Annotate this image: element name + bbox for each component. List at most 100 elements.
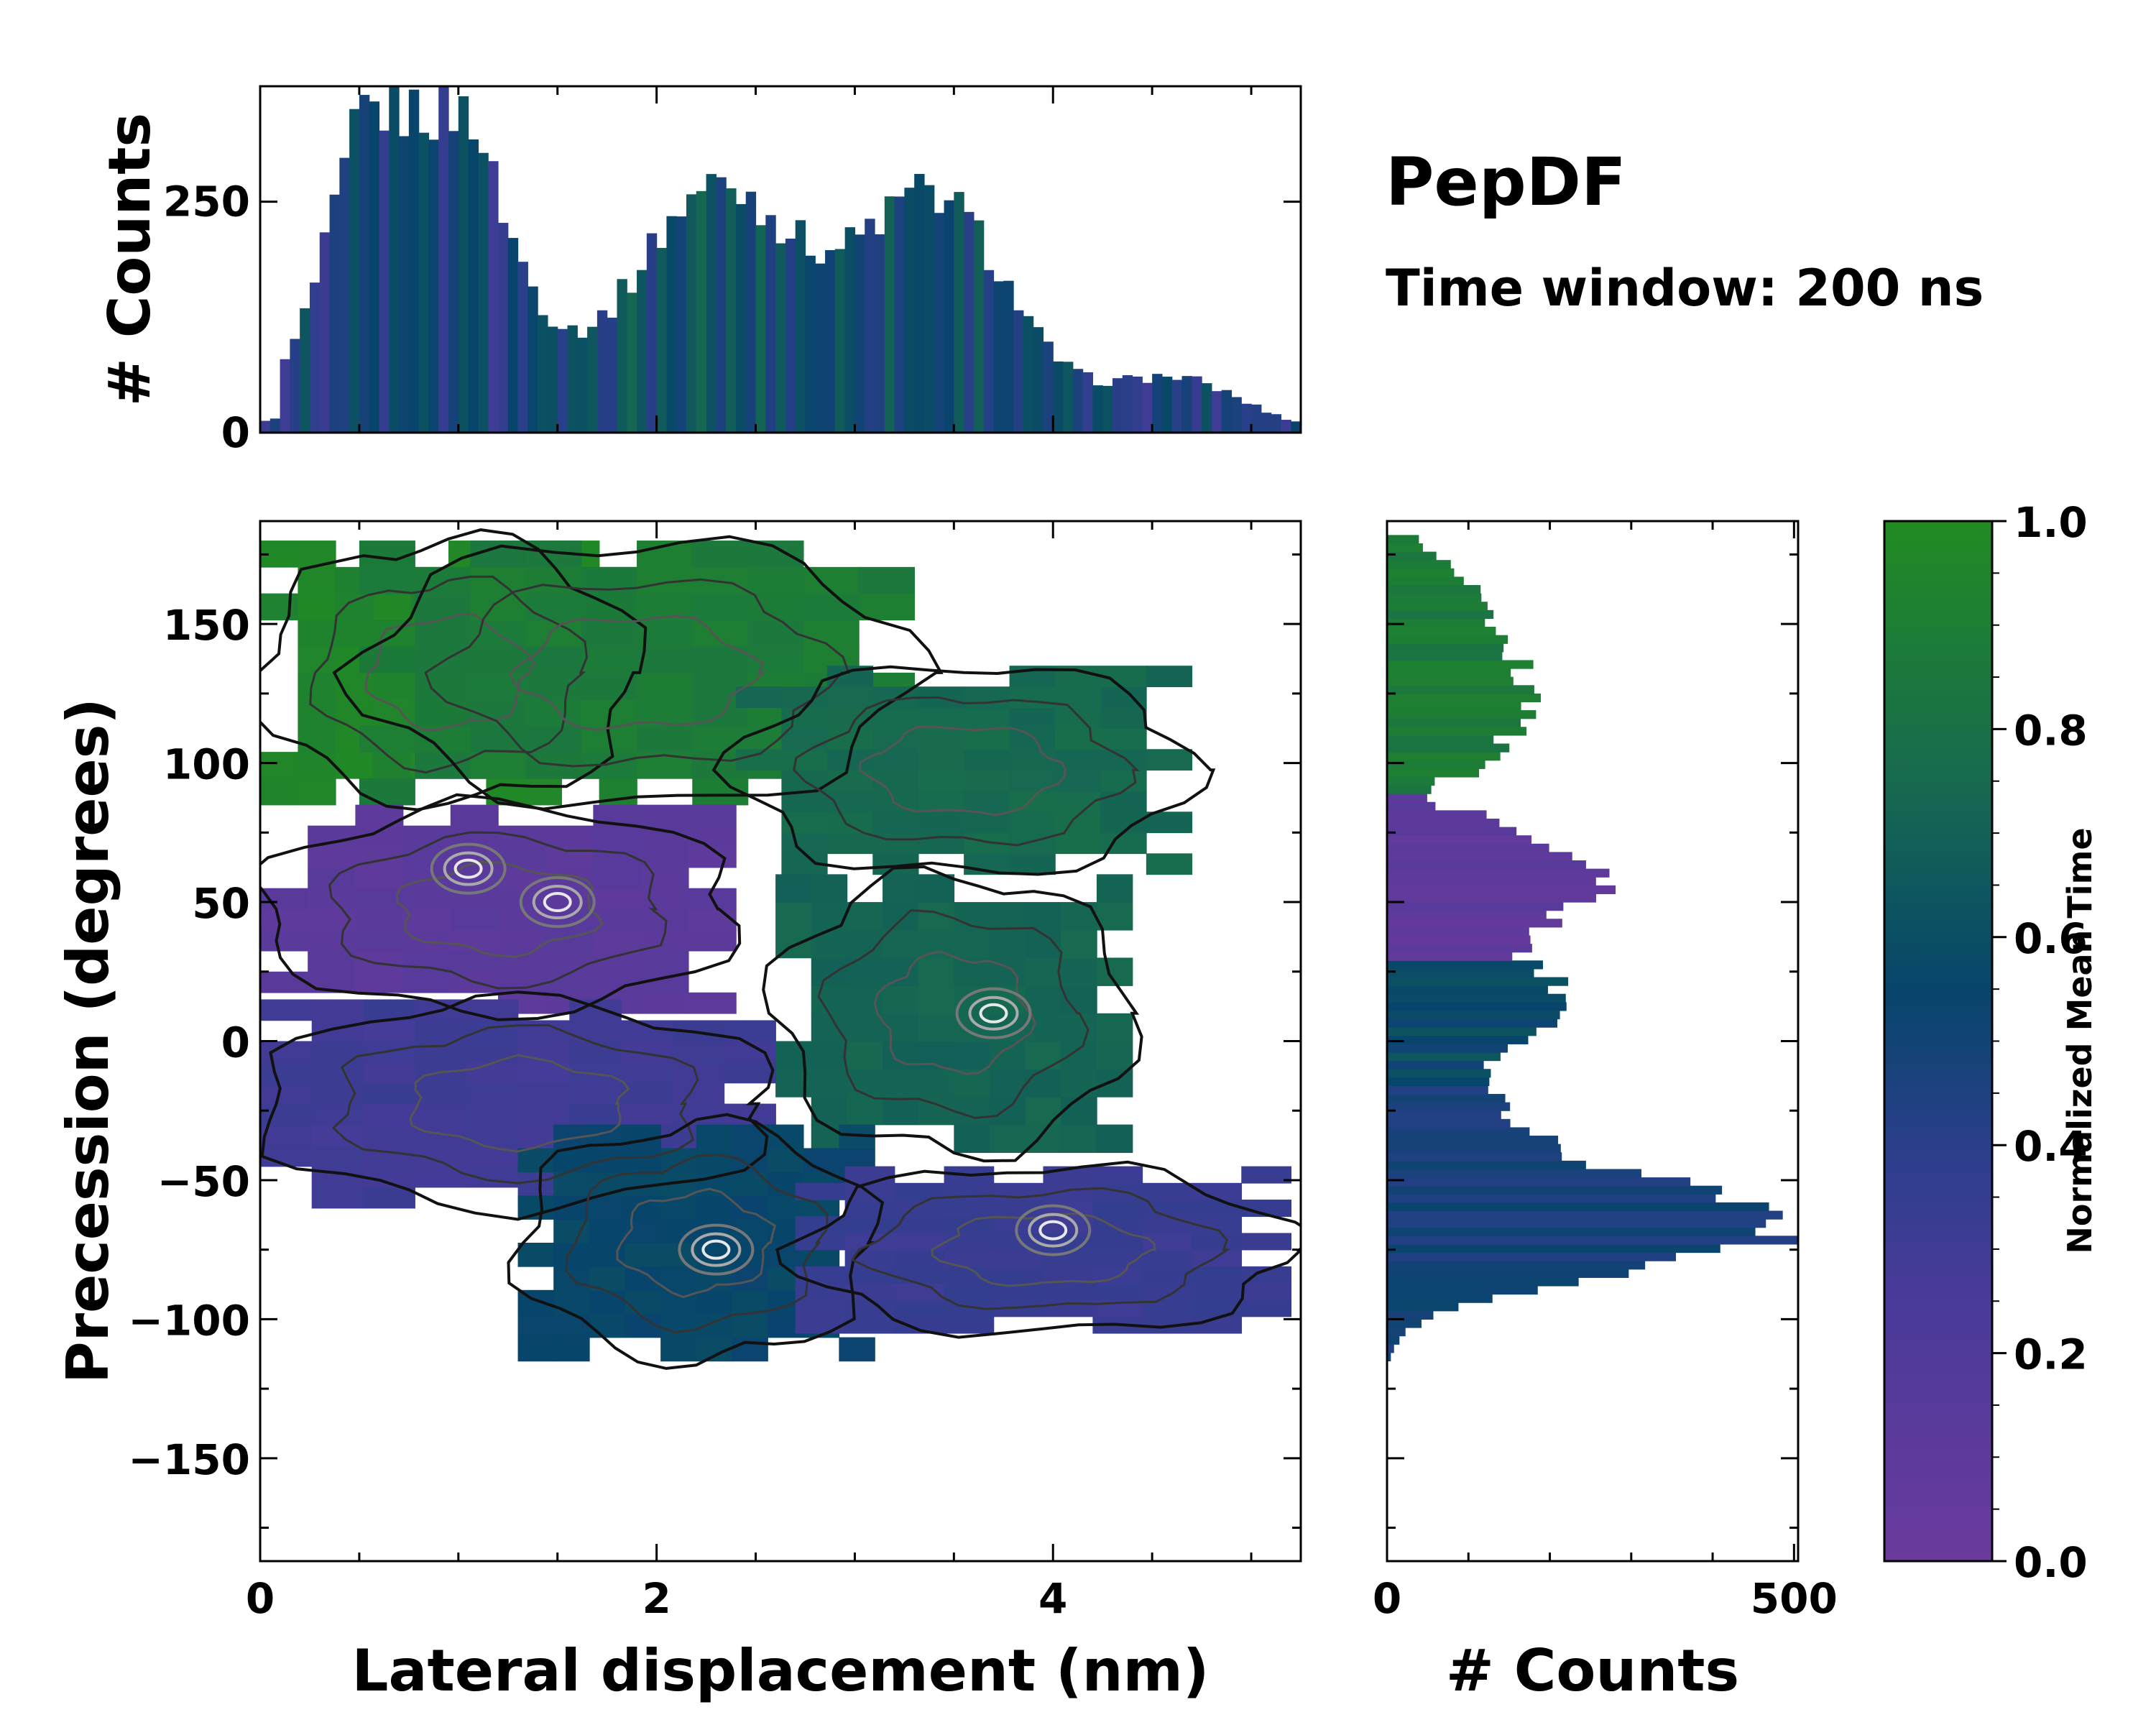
right-histogram-bar bbox=[1387, 710, 1537, 719]
top-histogram-bar bbox=[875, 234, 885, 433]
map-region-cell bbox=[1054, 770, 1102, 792]
top-histogram-bar bbox=[577, 337, 588, 433]
top-histogram-bar bbox=[1013, 310, 1024, 433]
top-histogram-bar bbox=[607, 317, 618, 433]
right-histogram-bar bbox=[1387, 885, 1616, 895]
map-region-cell bbox=[402, 825, 451, 847]
map-region-cell bbox=[625, 1148, 661, 1173]
map-region-cell bbox=[1192, 1249, 1243, 1267]
map-region-cell bbox=[589, 1219, 626, 1243]
map-region-cell bbox=[1025, 985, 1062, 1014]
map-region-cell bbox=[795, 1300, 846, 1317]
top-histogram-bar bbox=[587, 326, 598, 433]
map-region-cell bbox=[1061, 1041, 1097, 1070]
top-histogram-bar bbox=[617, 279, 627, 433]
top-histogram-bar bbox=[1231, 397, 1242, 433]
right-xtick-label: 0 bbox=[1373, 1574, 1401, 1623]
map-region-cell bbox=[545, 971, 594, 993]
map-region-cell bbox=[1142, 1182, 1193, 1200]
map-region-cell bbox=[593, 825, 642, 847]
map-region-cell bbox=[470, 725, 527, 753]
map-region-cell bbox=[581, 646, 637, 673]
map-region-cell bbox=[1009, 728, 1056, 750]
map-region-cell bbox=[883, 1069, 919, 1098]
map-region-cell bbox=[1054, 832, 1102, 855]
top-histogram-bar bbox=[438, 86, 449, 433]
map-region-cell bbox=[1025, 1013, 1062, 1042]
top-histogram-bar bbox=[507, 238, 519, 433]
top-histogram-bar bbox=[309, 282, 321, 433]
map-region-cell bbox=[1146, 666, 1193, 688]
map-region-cell bbox=[964, 728, 1010, 750]
map-region-cell bbox=[359, 778, 415, 806]
top-histogram-bar bbox=[844, 227, 856, 433]
map-region-cell bbox=[1054, 749, 1102, 771]
right-histogram-bar bbox=[1387, 1219, 1766, 1228]
map-region-cell bbox=[298, 752, 336, 779]
map-region-cell bbox=[811, 985, 848, 1014]
main-ytick-label: −150 bbox=[128, 1435, 250, 1484]
map-region-cell bbox=[732, 1195, 768, 1220]
map-contour bbox=[931, 1213, 1156, 1287]
map-region-cell bbox=[989, 1041, 1026, 1070]
map-region-cell bbox=[620, 1020, 673, 1042]
top-histogram-bar bbox=[1072, 369, 1084, 433]
map-region-cell bbox=[593, 929, 642, 952]
map-region-cell bbox=[311, 1187, 364, 1209]
top-histogram-bar bbox=[686, 194, 697, 433]
map-region-cell bbox=[545, 950, 594, 972]
map-region-cell bbox=[944, 1233, 995, 1251]
map-region-cell bbox=[964, 686, 1010, 709]
map-region-cell bbox=[1100, 728, 1147, 750]
map-region-cell bbox=[470, 646, 527, 673]
map-region-cell bbox=[311, 1103, 364, 1126]
map-region-cell bbox=[918, 957, 955, 986]
map-region-cell bbox=[692, 593, 749, 621]
main-map-xlabel: Lateral displacement (nm) bbox=[352, 1637, 1210, 1704]
map-region-cell bbox=[1100, 770, 1147, 792]
map-region-cell bbox=[894, 1266, 945, 1284]
map-region-cell bbox=[298, 725, 336, 753]
map-region-cell bbox=[517, 1313, 554, 1338]
map-region-cell bbox=[523, 778, 563, 806]
right-histogram-bar bbox=[1387, 1243, 1720, 1254]
top-histogram-bar bbox=[596, 310, 608, 433]
map-region-cell bbox=[732, 1313, 768, 1338]
map-region-cell bbox=[964, 749, 1010, 771]
map-region-cell bbox=[637, 672, 694, 700]
map-region-cell bbox=[1241, 1166, 1292, 1184]
map-region-cell bbox=[589, 1289, 626, 1315]
map-region-cell bbox=[1043, 1300, 1094, 1317]
top-histogram-bar bbox=[1171, 380, 1183, 433]
top-histogram-bar bbox=[1043, 341, 1054, 433]
map-region-cell bbox=[1009, 832, 1056, 855]
map-region-cell bbox=[637, 646, 694, 673]
colorbar-panel: 0.0 0.2 0.4 0.6 0.8 1.0 Normalized Mean Time bbox=[1883, 498, 2099, 1587]
map-hotspot-contour bbox=[955, 987, 1032, 1039]
top-histogram-bar bbox=[676, 216, 687, 433]
map-region-cell bbox=[625, 1195, 661, 1220]
map-region-cell bbox=[811, 957, 848, 986]
map-region-cell bbox=[260, 971, 308, 993]
right-histogram-bar bbox=[1387, 1277, 1579, 1287]
map-region-cell bbox=[569, 1103, 622, 1126]
map-region-cell bbox=[402, 929, 451, 952]
right-histogram-bar bbox=[1387, 1118, 1511, 1128]
map-region-cell bbox=[1054, 728, 1102, 750]
map-hotspot-contour bbox=[701, 1239, 731, 1260]
map-region-cell bbox=[692, 620, 749, 647]
map-region-cell bbox=[553, 1243, 590, 1267]
top-histogram-bar bbox=[538, 315, 548, 433]
top-histogram-bar bbox=[300, 308, 310, 433]
map-region-cell bbox=[803, 620, 860, 647]
map-region-cell bbox=[918, 832, 964, 855]
map-region-cell bbox=[569, 1082, 622, 1105]
top-histogram-panel: 0 250 # Counts bbox=[96, 85, 1302, 457]
top-histogram-bar bbox=[745, 191, 757, 433]
colorbar-tick-label: 1.0 bbox=[2014, 498, 2088, 547]
top-histogram-bar bbox=[1033, 327, 1044, 433]
map-region-cell bbox=[466, 1020, 519, 1042]
map-region-cell bbox=[260, 1082, 313, 1105]
top-histogram-bar bbox=[775, 243, 786, 433]
map-region-cell bbox=[1025, 957, 1062, 986]
